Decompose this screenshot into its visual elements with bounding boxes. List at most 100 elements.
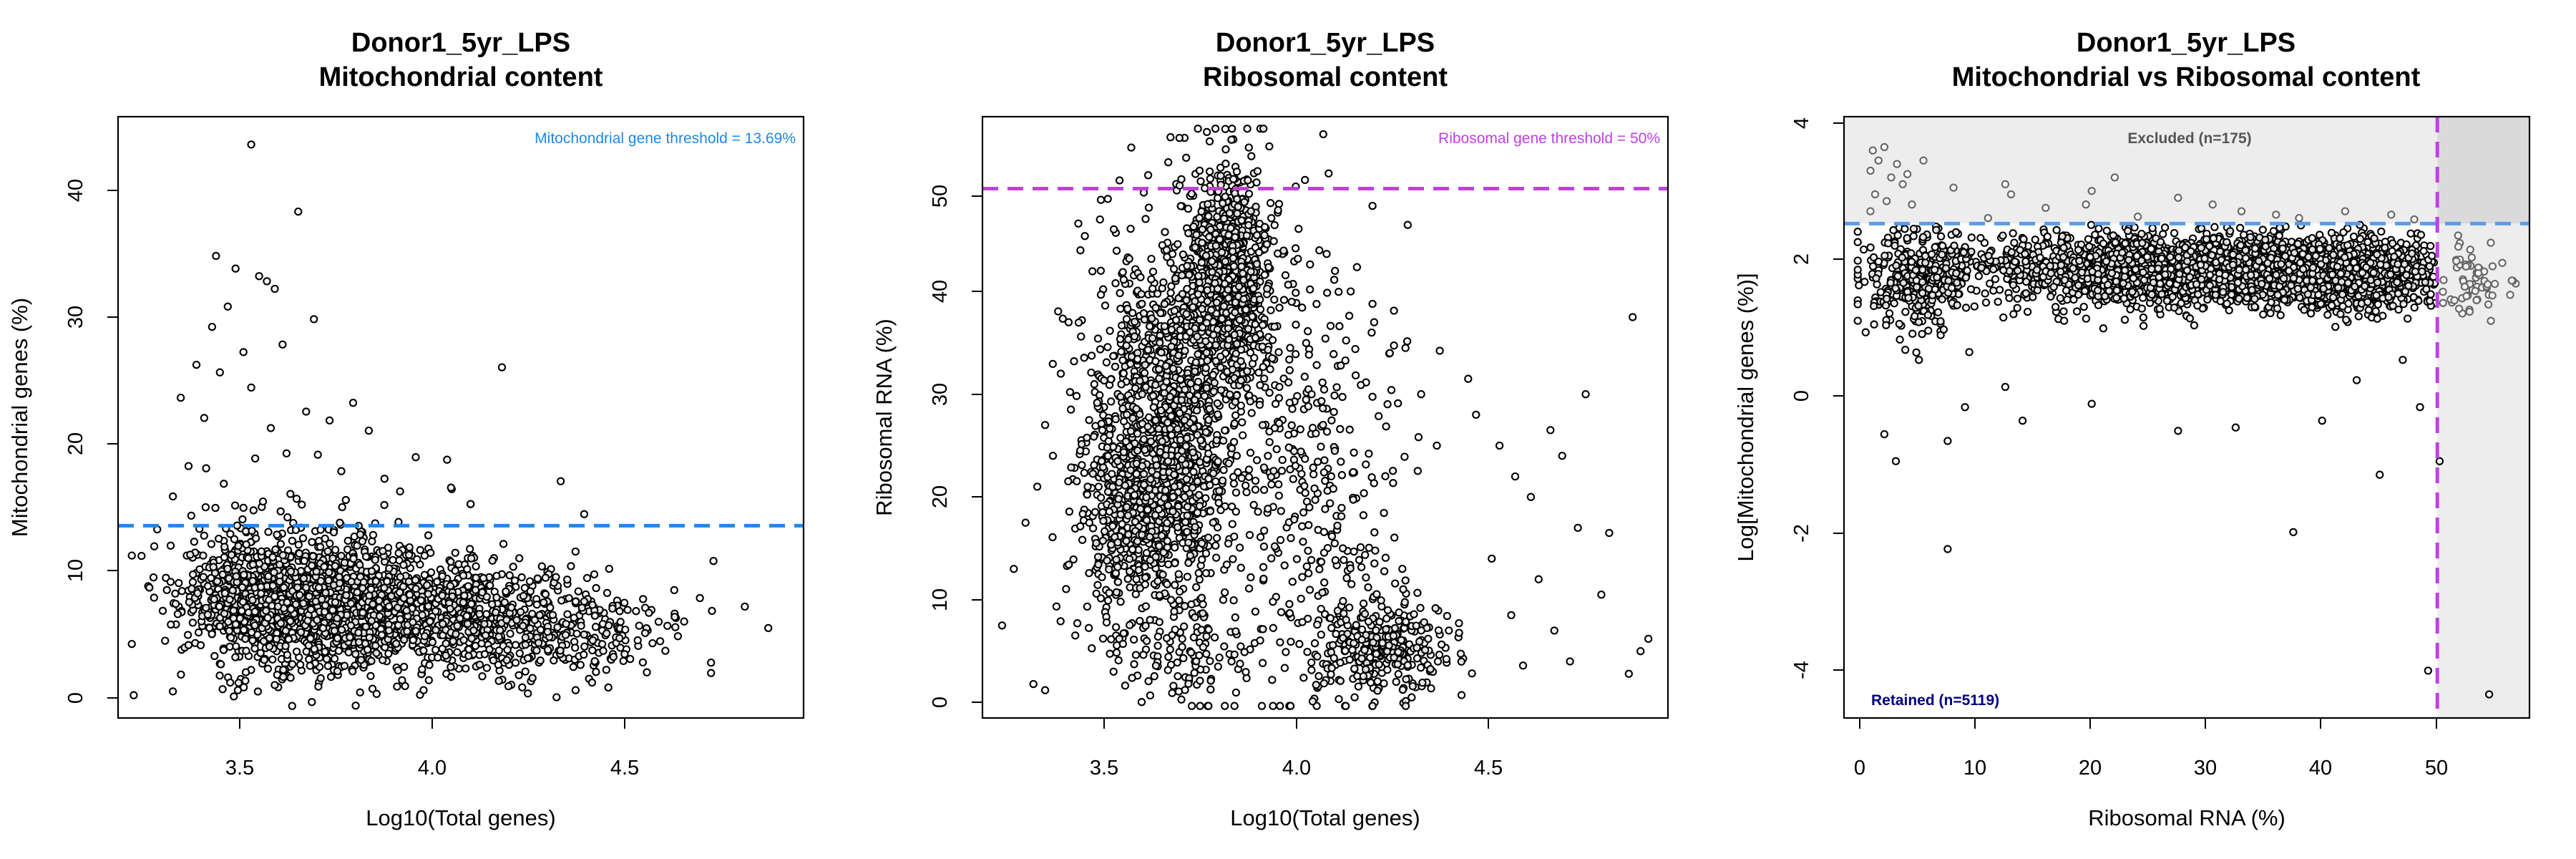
data-point	[1198, 304, 1206, 314]
data-point	[605, 564, 613, 573]
data-point	[543, 646, 552, 654]
data-point	[1234, 282, 1244, 291]
data-point	[210, 651, 219, 661]
data-point	[196, 641, 205, 650]
data-point	[215, 602, 224, 611]
data-point	[175, 578, 183, 588]
data-point	[1133, 446, 1142, 455]
mito-y-tick-label: 30	[64, 306, 87, 329]
data-point	[220, 543, 229, 551]
data-point	[1078, 510, 1087, 518]
data-point	[1229, 175, 1238, 183]
data-point	[1141, 563, 1149, 571]
data-point	[426, 568, 436, 577]
data-point	[1208, 268, 1216, 276]
data-point	[1067, 463, 1075, 472]
data-point	[288, 536, 297, 545]
data-point	[314, 682, 323, 691]
data-point	[1191, 523, 1199, 531]
data-point	[1252, 230, 1262, 240]
data-point	[515, 649, 524, 658]
data-point	[543, 627, 552, 636]
data-point	[328, 606, 337, 614]
data-point	[451, 548, 459, 557]
data-point	[342, 591, 351, 600]
data-point	[1118, 404, 1127, 413]
data-point	[294, 207, 303, 216]
data-point	[1062, 585, 1070, 593]
data-point	[263, 613, 272, 622]
data-point	[1107, 397, 1116, 406]
data-point	[286, 617, 295, 626]
data-point	[192, 360, 201, 369]
data-point	[316, 674, 325, 683]
data-point	[590, 570, 599, 579]
data-point	[447, 483, 455, 492]
data-point	[286, 567, 296, 576]
data-point	[223, 302, 232, 311]
data-point	[1206, 225, 1215, 234]
data-point	[1229, 262, 1239, 271]
data-point	[464, 582, 472, 591]
data-point	[1196, 457, 1204, 467]
data-point	[431, 626, 440, 634]
data-point	[1164, 560, 1173, 569]
data-point	[1204, 416, 1213, 424]
data-point	[439, 619, 447, 629]
data-point	[1116, 392, 1125, 401]
data-point	[615, 634, 624, 643]
data-point	[1204, 212, 1213, 220]
data-point	[331, 545, 340, 554]
data-point	[449, 637, 457, 646]
data-point	[1093, 581, 1102, 589]
data-point	[162, 586, 171, 594]
data-point	[226, 634, 235, 642]
data-point	[453, 648, 462, 656]
data-point	[1116, 335, 1125, 344]
data-point	[604, 683, 613, 692]
mito-x-tick-label: 3.5	[225, 757, 254, 780]
data-point	[1080, 354, 1088, 362]
data-point	[1163, 457, 1173, 465]
data-point	[324, 576, 333, 585]
data-point	[620, 598, 629, 607]
data-point	[299, 599, 308, 608]
data-point	[707, 659, 716, 667]
data-point	[220, 589, 229, 598]
data-point	[1118, 268, 1127, 276]
data-point	[396, 487, 404, 496]
data-point	[303, 616, 312, 625]
data-point	[1139, 470, 1148, 478]
data-point	[1256, 305, 1265, 314]
data-point	[230, 535, 239, 543]
data-point	[260, 656, 268, 664]
data-point	[1098, 426, 1107, 435]
data-point	[1171, 316, 1181, 324]
data-point	[608, 604, 617, 613]
data-point	[296, 628, 306, 636]
data-point	[167, 620, 175, 629]
data-point	[1103, 596, 1113, 605]
data-point	[1291, 244, 1300, 253]
data-point	[623, 606, 632, 614]
data-point	[1239, 295, 1248, 304]
data-point	[1140, 480, 1148, 489]
data-point	[1121, 437, 1131, 446]
data-point	[524, 689, 532, 698]
data-point	[1122, 341, 1131, 350]
data-point	[230, 501, 240, 510]
data-point	[1170, 306, 1179, 315]
data-point	[1175, 409, 1184, 417]
data-point	[1157, 348, 1166, 357]
data-point	[1146, 616, 1154, 624]
data-point	[565, 593, 573, 603]
panel-mito-title: Donor1_5yr_LPS	[351, 28, 570, 58]
data-point	[271, 545, 280, 554]
data-point	[356, 656, 366, 664]
data-point	[361, 552, 371, 561]
data-point	[316, 576, 326, 586]
data-point	[1105, 508, 1114, 516]
data-point	[670, 586, 678, 595]
data-point	[516, 608, 525, 616]
data-point	[1137, 290, 1146, 299]
